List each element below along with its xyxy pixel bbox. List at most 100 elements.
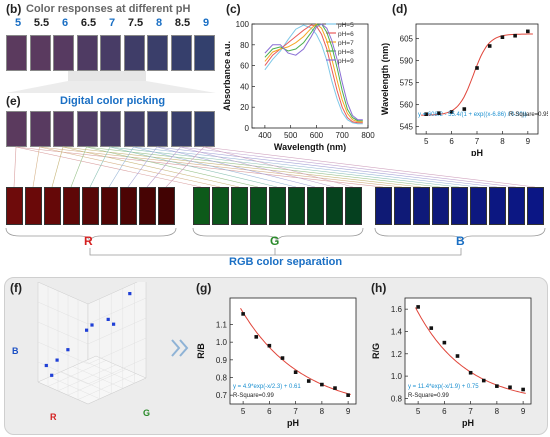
mapping-line bbox=[127, 146, 158, 188]
mapping-line bbox=[156, 146, 316, 188]
ph-label: 7.5 bbox=[127, 17, 144, 29]
data-point bbox=[320, 382, 324, 387]
channel-strip bbox=[158, 187, 175, 225]
color-response-swatches bbox=[6, 35, 216, 71]
data-point bbox=[513, 33, 517, 38]
data-point bbox=[424, 112, 428, 116]
color-mapping-lines bbox=[13, 146, 536, 188]
mapping-line bbox=[109, 146, 460, 188]
data-point bbox=[254, 335, 259, 339]
grid-line bbox=[37, 301, 89, 325]
fit-equation: y = 11.4*exp(-x/1.9) + 0.75 bbox=[408, 384, 479, 390]
grid-line bbox=[47, 360, 107, 387]
x-axis-label: pH bbox=[471, 148, 483, 156]
ph-label-row: 5 5.5 6 6.5 7 7.5 8 8.5 9 bbox=[6, 17, 216, 31]
channel-strip bbox=[307, 187, 324, 225]
x-tick-label: 5 bbox=[424, 137, 429, 146]
mapping-line bbox=[108, 146, 134, 188]
mapping-line bbox=[165, 146, 205, 188]
r-square: R-Square=0.99 bbox=[233, 393, 275, 399]
y-tick-label: 0.7 bbox=[216, 391, 228, 400]
y-tick-label: 590 bbox=[400, 57, 414, 66]
x-tick-label: 6 bbox=[442, 407, 447, 416]
x-tick-label: 5 bbox=[241, 407, 246, 416]
green-channel-strips bbox=[193, 187, 363, 227]
data-point bbox=[475, 66, 479, 70]
rgb-point bbox=[66, 348, 70, 352]
channel-strip bbox=[269, 187, 286, 225]
x-tick-label: 9 bbox=[526, 137, 531, 146]
y-tick-label: 100 bbox=[236, 20, 250, 29]
x-tick-label: 800 bbox=[361, 131, 375, 140]
channel-strip bbox=[413, 187, 430, 225]
data-point bbox=[455, 354, 460, 358]
channel-strip bbox=[193, 187, 210, 225]
spectrum-line-pH=8 bbox=[264, 23, 363, 122]
grid-line bbox=[37, 341, 89, 365]
data-point bbox=[495, 384, 499, 388]
rgb-point bbox=[44, 363, 48, 368]
picked-swatch bbox=[29, 111, 51, 147]
rgb-point bbox=[128, 292, 132, 296]
picked-swatch bbox=[53, 111, 74, 147]
y-tick-label: 560 bbox=[400, 101, 414, 110]
ph-label: 5 bbox=[14, 17, 22, 29]
rgb-point bbox=[106, 317, 110, 321]
x-tick-label: 6 bbox=[449, 137, 454, 146]
grid-line bbox=[87, 357, 147, 385]
y-tick-label: 1.0 bbox=[391, 372, 403, 381]
x-axis-label: Wavelength (nm) bbox=[274, 142, 346, 152]
y-axis-label: R/B bbox=[196, 343, 206, 359]
y-axis-label: Wavelength (nm) bbox=[380, 43, 390, 115]
channel-strip bbox=[375, 187, 392, 225]
panel-label-c: (c) bbox=[226, 2, 241, 16]
panel-label-e: (e) bbox=[6, 94, 21, 108]
mapping-line bbox=[109, 146, 278, 188]
grid-line bbox=[87, 337, 147, 365]
channel-strip bbox=[489, 187, 506, 225]
y-tick-label: 1.1 bbox=[216, 321, 228, 330]
color-swatch bbox=[123, 35, 145, 71]
x-tick-label: 7 bbox=[468, 407, 473, 416]
color-swatch bbox=[100, 35, 121, 71]
color-swatch bbox=[147, 35, 168, 71]
channel-strip bbox=[288, 187, 305, 225]
color-swatch bbox=[76, 35, 98, 71]
label-b: B bbox=[456, 234, 465, 248]
y-tick-label: 605 bbox=[400, 35, 414, 44]
channel-strip bbox=[6, 187, 23, 225]
axis-b-label: B bbox=[12, 346, 19, 356]
color-swatch bbox=[29, 35, 51, 71]
channel-strip bbox=[101, 187, 118, 225]
rg-ratio-chart: 5 6 7 8 9 0.8 1.0 1.2 1.4 1.6 pH R/G y = 11.4*exp(-x… bbox=[371, 297, 532, 428]
mapping-line bbox=[51, 146, 64, 188]
zoom-connector bbox=[6, 71, 216, 93]
data-point bbox=[241, 312, 245, 316]
channel-strip bbox=[470, 187, 487, 225]
rb-ratio-chart: 5 6 7 8 9 0.7 0.8 0.9 1.0 1.1 pH R/B y = 4.9*exp(-x/… bbox=[196, 297, 357, 428]
legend-entry: pH=7 bbox=[338, 40, 354, 47]
panel-label-b: (b) bbox=[6, 2, 22, 16]
y-tick-label: 60 bbox=[240, 62, 249, 71]
x-tick-label: 9 bbox=[521, 407, 526, 416]
spectrum-line-pH=7 bbox=[264, 23, 363, 123]
picked-swatch bbox=[123, 111, 145, 147]
absorbance-spectrum-chart: 400 500 600 700 800 0 20 40 60 80 100 Wavelength (n… bbox=[222, 20, 375, 152]
mapping-line bbox=[32, 146, 40, 188]
y-tick-label: 0.9 bbox=[216, 356, 228, 365]
data-point bbox=[280, 356, 285, 360]
data-point bbox=[333, 386, 337, 390]
x-axis-label: pH bbox=[287, 418, 299, 428]
legend-entry: pH=6 bbox=[338, 31, 354, 38]
y-tick-label: 1.0 bbox=[216, 338, 228, 347]
grid-line bbox=[84, 361, 135, 384]
legend-entry: pH=9 bbox=[338, 58, 354, 65]
channel-strip bbox=[432, 187, 449, 225]
x-tick-label: 9 bbox=[346, 407, 351, 416]
x-tick-label: 8 bbox=[320, 407, 325, 416]
y-tick-label: 545 bbox=[400, 123, 414, 132]
fit-equation: y = 4.9*exp(-x/2.3) + 0.61 bbox=[233, 384, 301, 390]
ph-label: 5.5 bbox=[33, 17, 50, 29]
data-point bbox=[416, 305, 420, 309]
spectrum-line-pH=5 bbox=[264, 24, 363, 125]
